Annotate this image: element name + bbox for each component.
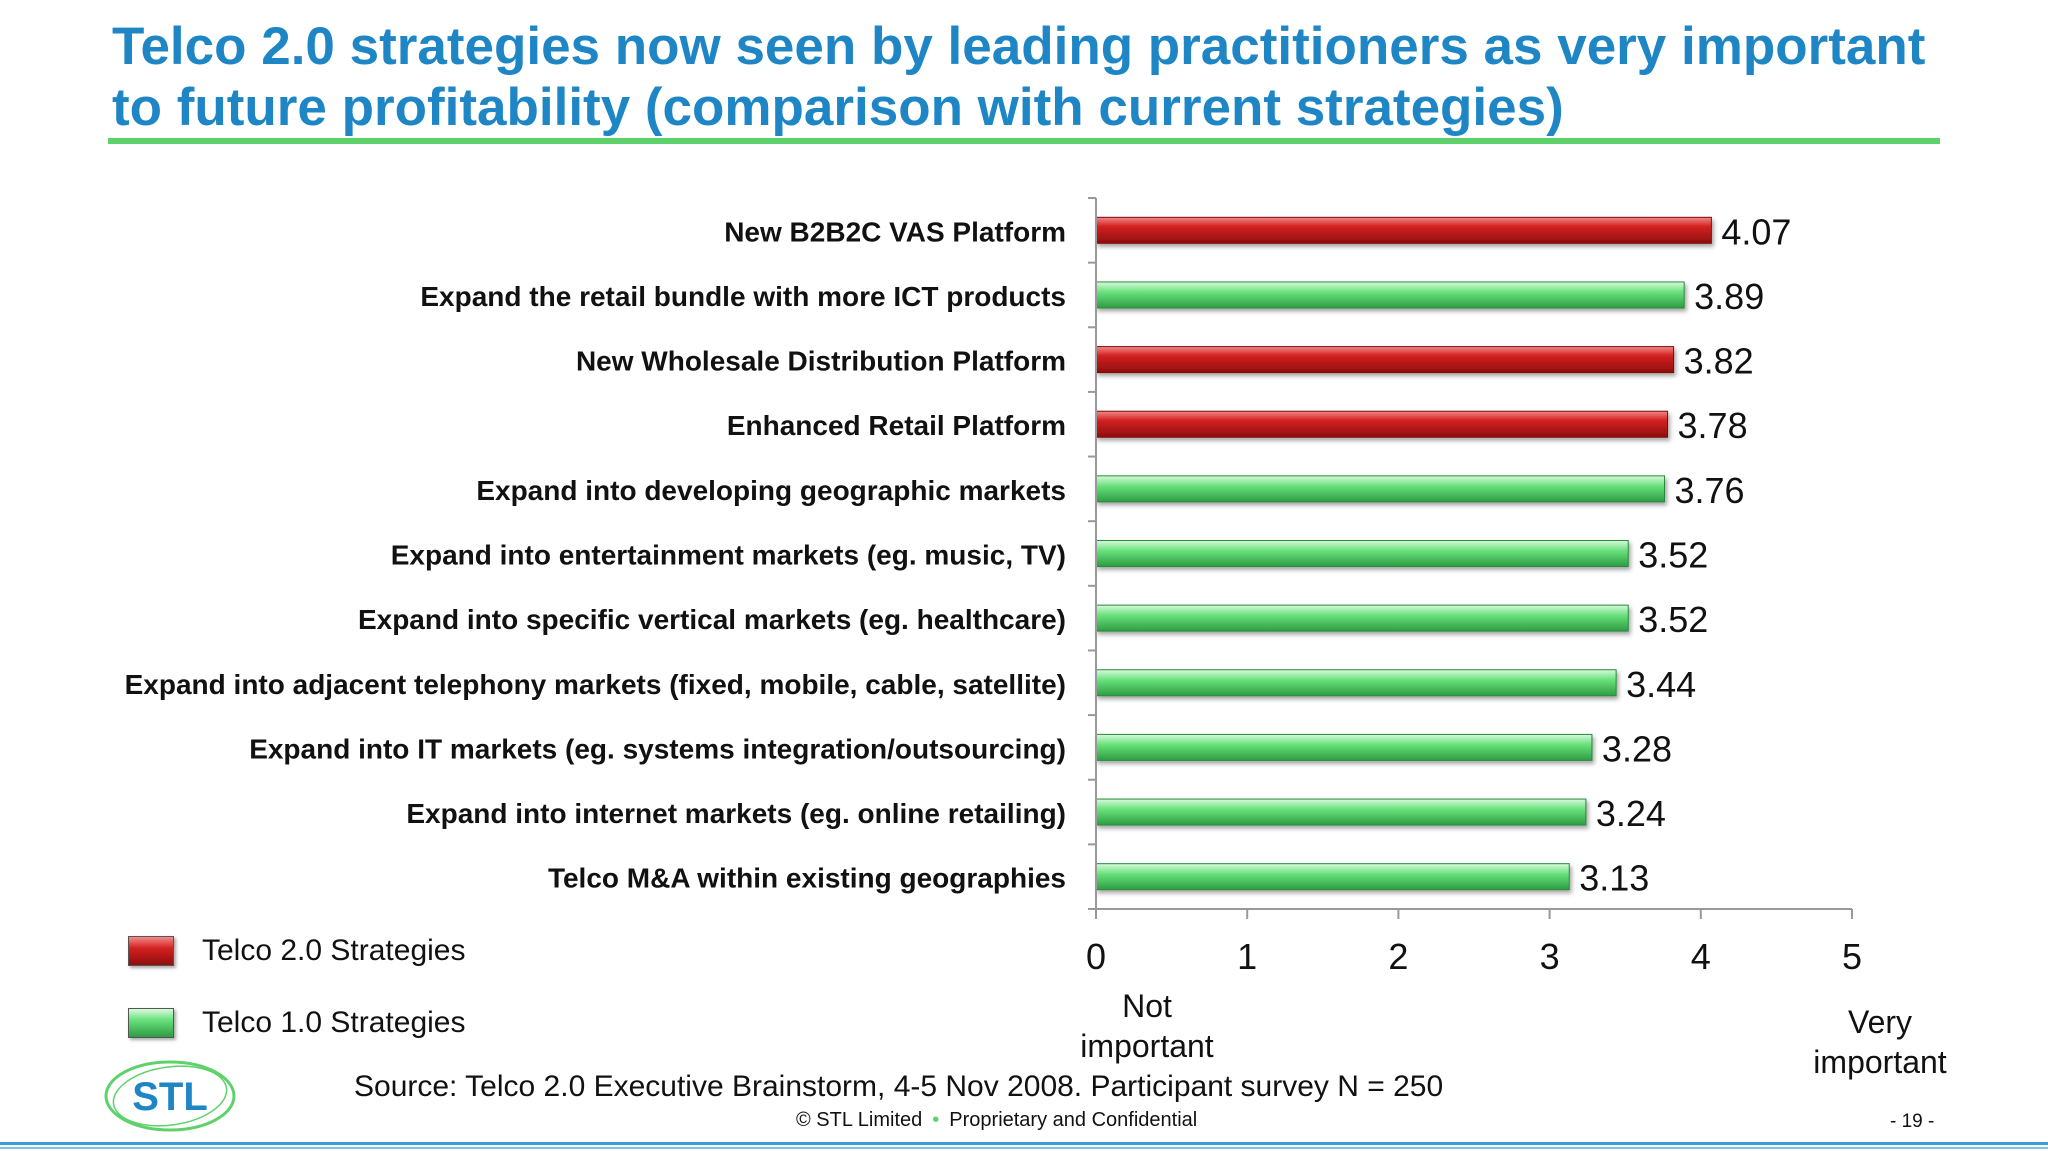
bar-telco1 (1095, 863, 1570, 891)
stl-logo: STL (104, 1060, 236, 1132)
x-tick-label: 0 (1086, 936, 1106, 977)
legend-swatch-red (128, 936, 174, 966)
value-label: 3.78 (1678, 405, 1748, 446)
title-underline (108, 138, 1940, 144)
category-label: Enhanced Retail Platform (727, 410, 1066, 441)
footer-rule-light (0, 1147, 2048, 1149)
value-label: 3.89 (1694, 276, 1764, 317)
bar-telco1 (1095, 669, 1617, 697)
legend-label-telco2: Telco 2.0 Strategies (202, 934, 466, 967)
bar-telco2 (1095, 346, 1675, 374)
bar-telco1 (1095, 798, 1587, 826)
value-label: 3.52 (1638, 599, 1708, 640)
value-label: 3.44 (1626, 664, 1696, 705)
x-tick-label: 3 (1540, 936, 1560, 977)
slide-title: Telco 2.0 strategies now seen by leading… (112, 17, 1926, 137)
x-tick-label: 1 (1237, 936, 1257, 977)
source-note: Source: Telco 2.0 Executive Brainstorm, … (354, 1070, 1444, 1103)
x-tick-label: 4 (1691, 936, 1711, 977)
logo-text: STL (132, 1075, 208, 1119)
legend-item-telco1: Telco 1.0 Strategies (128, 1006, 465, 1040)
value-label: 3.76 (1675, 470, 1745, 511)
bar-telco2 (1095, 410, 1669, 438)
bar-telco1 (1095, 604, 1629, 632)
bar-telco1 (1095, 281, 1685, 309)
x-axis-high-label: Very important (1813, 1004, 1947, 1080)
category-label: Expand into developing geographic market… (476, 475, 1066, 506)
category-label: New Wholesale Distribution Platform (576, 346, 1066, 377)
bar-telco2 (1095, 216, 1712, 244)
value-label: 3.24 (1596, 793, 1666, 834)
category-label: Expand the retail bundle with more ICT p… (420, 281, 1066, 312)
category-label: New B2B2C VAS Platform (724, 216, 1066, 247)
x-tick-label: 5 (1842, 936, 1862, 977)
category-label: Expand into adjacent telephony markets (… (125, 669, 1066, 700)
category-label: Expand into IT markets (eg. systems inte… (249, 733, 1066, 764)
category-label: Expand into internet markets (eg. online… (406, 798, 1066, 829)
value-label: 3.28 (1602, 728, 1672, 769)
bar-telco1 (1095, 475, 1666, 503)
value-label: 3.52 (1638, 535, 1708, 576)
footer-separator-dot: • (932, 1109, 940, 1131)
value-label: 3.82 (1684, 341, 1754, 382)
category-label: Expand into specific vertical markets (e… (358, 604, 1066, 635)
footer-copyright: © STL Limited (796, 1109, 923, 1131)
bar-telco1 (1095, 733, 1593, 761)
value-label: 3.13 (1579, 858, 1649, 899)
x-tick-label: 2 (1388, 936, 1408, 977)
legend-label-telco1: Telco 1.0 Strategies (202, 1006, 466, 1039)
legend-swatch-green (128, 1008, 174, 1038)
page-number: - 19 - (1890, 1111, 1935, 1132)
bar-telco1 (1095, 540, 1629, 567)
category-label: Expand into entertainment markets (eg. m… (391, 540, 1066, 571)
footer-rule (0, 1142, 2048, 1145)
footer-confidential: Proprietary and Confidential (949, 1109, 1198, 1131)
footer: © STL Limited • Proprietary and Confidenti… (796, 1109, 1197, 1132)
x-axis-low-label: Not important (1080, 988, 1214, 1064)
legend-item-telco2: Telco 2.0 Strategies (128, 934, 465, 968)
value-label: 4.07 (1721, 211, 1791, 252)
category-label: Telco M&A within existing geographies (548, 863, 1066, 894)
